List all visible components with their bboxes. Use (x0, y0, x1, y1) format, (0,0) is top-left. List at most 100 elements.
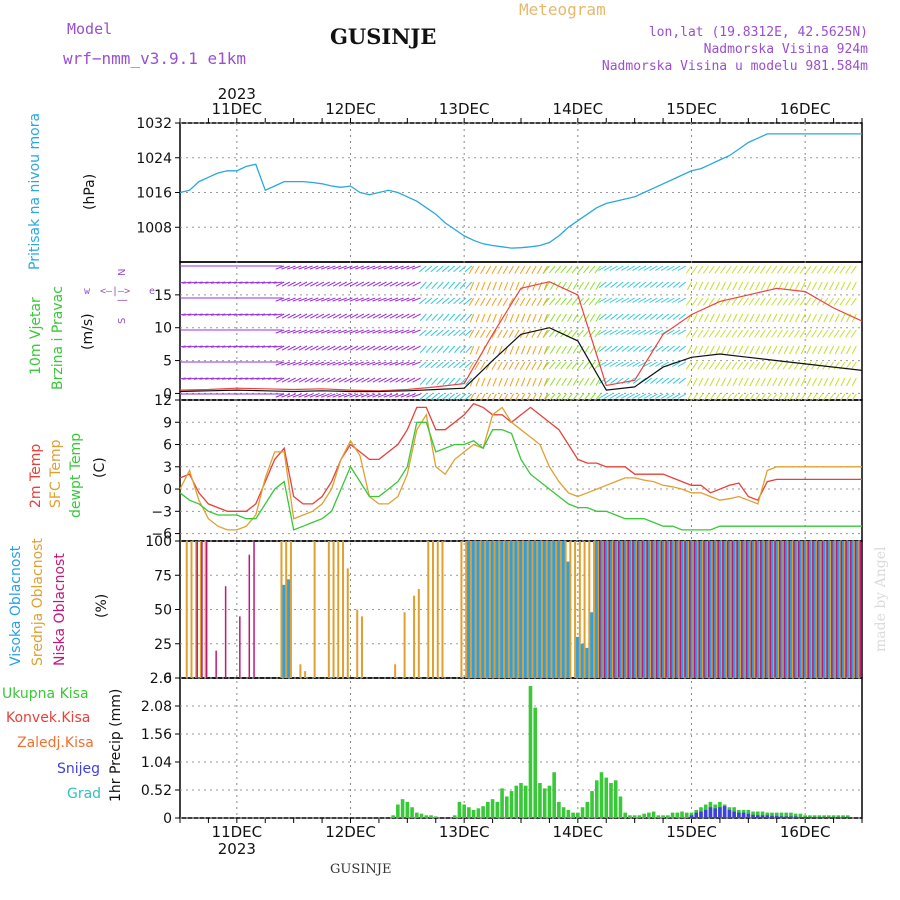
wind-barb (298, 281, 308, 287)
wind-barb (638, 281, 647, 288)
wind-barb (667, 377, 675, 384)
wind-barb (845, 297, 852, 306)
wind-barb (361, 377, 370, 383)
wind-barb (554, 329, 562, 338)
wind-barb (708, 329, 715, 338)
wind-barb (816, 329, 823, 338)
wind-barb (704, 313, 709, 323)
wind-barb (777, 345, 783, 355)
wind-barb (441, 361, 450, 369)
wind-barb (520, 313, 526, 323)
wind-barb (298, 345, 308, 351)
cloud-bar-high (561, 541, 567, 678)
wind-barb (491, 329, 497, 339)
wind-barb (666, 265, 675, 271)
wind-barb (287, 377, 296, 383)
top-day-label: 14DEC (553, 100, 604, 118)
temp-2m-line (179, 402, 862, 512)
wind-barb (621, 313, 630, 320)
wind-barb (655, 265, 664, 271)
precip-bar-snow (699, 811, 703, 818)
wind-barb (771, 265, 778, 274)
wind-barb (738, 345, 744, 355)
wind-barb (702, 297, 709, 306)
precip-bar-snow (770, 815, 774, 818)
wind-barb (851, 377, 857, 387)
wind-barb (406, 361, 416, 366)
wind-barb (459, 313, 467, 322)
wind-barb (537, 393, 543, 400)
wind-barb (594, 297, 601, 306)
wind-barb (383, 329, 393, 334)
wind-barb (560, 297, 567, 306)
precip-bar-total (523, 785, 528, 818)
cloud-bar-high (527, 541, 533, 678)
wind-barb (430, 329, 438, 337)
wind-barb (281, 265, 291, 270)
cloud-bar-high (807, 541, 813, 678)
precip-bar-total (528, 686, 533, 818)
wind-barb (458, 265, 467, 273)
precip-tick-label: 1.56 (141, 727, 172, 743)
wind-barb (615, 393, 624, 399)
wind-barb (412, 345, 421, 351)
wind-barb (543, 265, 550, 274)
wind-barb (643, 297, 652, 303)
precip-bar-total (457, 801, 462, 818)
wind-barb (827, 361, 834, 370)
wind-barb (366, 393, 376, 398)
wind-barb (621, 345, 630, 352)
wind-barb (554, 265, 562, 274)
wind-barb (401, 313, 410, 319)
wind-barb (627, 281, 635, 288)
wind-barb (677, 329, 687, 335)
wind-barb (685, 329, 692, 338)
wind-barb (515, 377, 520, 387)
wind-barb (486, 313, 492, 323)
wind-barb (332, 297, 342, 302)
wind-barb (595, 345, 601, 354)
wind-barb (344, 345, 353, 351)
wind-barb (572, 313, 579, 322)
legend-konvek-kisa: Konvek.Kisa (6, 710, 91, 726)
wind-barb (677, 297, 687, 303)
wind-barb (789, 281, 795, 291)
wind-barb (475, 281, 480, 291)
wind-barb (667, 313, 675, 320)
wind-barb (360, 329, 370, 334)
wind-speed-line (179, 327, 863, 393)
wind-barb (737, 265, 744, 274)
wind-barb (621, 281, 630, 288)
wind-barb (377, 297, 387, 302)
cloud-bar-high (523, 541, 529, 678)
precip-tick-label: 1.04 (141, 755, 172, 771)
wind-barb (298, 361, 308, 366)
wind-barb (532, 345, 537, 355)
wind-barb (738, 377, 744, 387)
precip-bar-total (490, 799, 495, 818)
temp-tick-label: 0 (163, 482, 172, 498)
wind-barb (401, 345, 410, 351)
precip-bar-total (542, 788, 547, 818)
wind-barb (749, 313, 755, 323)
wind-barb (286, 297, 296, 302)
cloud-bar-high (812, 541, 818, 678)
wind-barb (304, 281, 313, 287)
precip-bar-total (756, 811, 760, 818)
wind-barb (708, 265, 715, 274)
wind-barb (543, 297, 550, 306)
cloud-bar-high (726, 541, 732, 678)
wind-barb (287, 281, 296, 287)
wind-barb (793, 265, 800, 274)
wind-barb (555, 393, 562, 400)
wind-barb (498, 377, 503, 387)
bottom-year-label: 2023 (218, 840, 256, 858)
wind-barb (788, 393, 795, 400)
wind-barb (519, 265, 526, 275)
wind-barb (672, 265, 681, 271)
precip-bar-total (827, 815, 831, 818)
wind-barb (326, 361, 336, 366)
wind-barb (594, 265, 601, 274)
wind-barb (538, 345, 543, 355)
wind-barb (610, 281, 618, 288)
